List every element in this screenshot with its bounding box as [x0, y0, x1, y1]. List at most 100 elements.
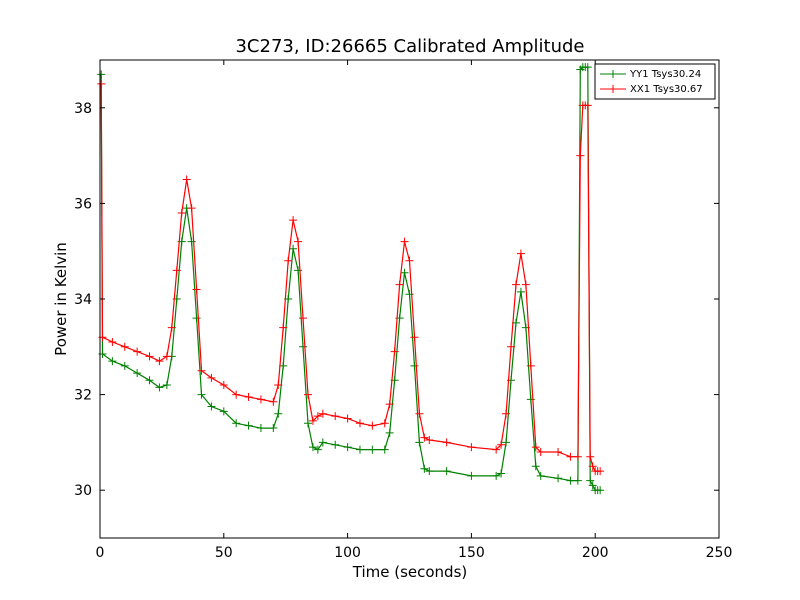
- data-point: [415, 409, 424, 418]
- data-point: [133, 347, 142, 356]
- data-point: [355, 445, 364, 454]
- data-point: [162, 352, 171, 361]
- data-point: [192, 314, 201, 323]
- y-axis-label: Power in Kelvin: [52, 242, 70, 356]
- data-point: [299, 342, 308, 351]
- data-point: [177, 208, 186, 217]
- data-point: [197, 366, 206, 375]
- axis-ticks: 0 50 100 150 200 250 30 32 34 36 38: [74, 60, 732, 561]
- data-point: [526, 395, 535, 404]
- data-point: [586, 476, 595, 485]
- data-point: [318, 409, 327, 418]
- data-point: [308, 443, 317, 452]
- data-point: [420, 464, 429, 473]
- legend-label-xx1: XX1 Tsys30.67: [630, 84, 703, 95]
- data-point: [385, 428, 394, 437]
- data-point: [133, 369, 142, 378]
- x-tick-label: 200: [582, 545, 609, 561]
- data-point: [425, 436, 434, 445]
- data-point: [576, 151, 585, 160]
- data-point: [269, 424, 278, 433]
- data-point: [596, 467, 605, 476]
- data-point: [279, 361, 288, 370]
- data-point: [521, 280, 530, 289]
- data-point: [274, 381, 283, 390]
- data-point: [120, 361, 129, 370]
- data-point: [395, 280, 404, 289]
- data-point: [331, 440, 340, 449]
- x-tick-label: 150: [458, 545, 485, 561]
- x-tick-label: 100: [334, 545, 361, 561]
- data-point: [331, 412, 340, 421]
- data-point: [313, 445, 322, 454]
- data-point: [244, 392, 253, 401]
- data-point: [368, 445, 377, 454]
- y-tick-label: 38: [74, 101, 92, 117]
- data-point: [197, 390, 206, 399]
- data-point: [294, 266, 303, 275]
- data-point: [162, 381, 171, 390]
- data-point: [586, 452, 595, 461]
- data-point: [566, 452, 575, 461]
- data-point: [410, 333, 419, 342]
- data-point: [492, 471, 501, 480]
- data-point: [294, 237, 303, 246]
- x-tick-label: 250: [706, 545, 733, 561]
- data-point: [531, 443, 540, 452]
- data-point: [289, 244, 298, 253]
- data-point: [502, 438, 511, 447]
- data-point: [573, 476, 582, 485]
- data-point: [155, 357, 164, 366]
- x-tick-label: 50: [215, 545, 233, 561]
- data-point: [97, 70, 106, 79]
- y-tick-label: 34: [74, 292, 92, 308]
- data-point: [566, 476, 575, 485]
- legend-marker-xx1: [609, 85, 617, 93]
- data-point: [554, 474, 563, 483]
- chart-title: 3C273, ID:26665 Calibrated Amplitude: [235, 36, 584, 57]
- data-point: [232, 419, 241, 428]
- data-point: [303, 390, 312, 399]
- y-tick-label: 32: [74, 388, 92, 404]
- data-point: [207, 373, 216, 382]
- data-point: [256, 424, 265, 433]
- data-point: [526, 361, 535, 370]
- data-point: [299, 314, 308, 323]
- x-tick-label: 0: [96, 545, 105, 561]
- data-point: [303, 419, 312, 428]
- data-point: [187, 204, 196, 213]
- data-point: [573, 452, 582, 461]
- data-point: [380, 419, 389, 428]
- data-point: [385, 400, 394, 409]
- data-point: [390, 347, 399, 356]
- data-point: [192, 285, 201, 294]
- legend-marker-yy1: [609, 70, 617, 78]
- data-point: [318, 438, 327, 447]
- data-point: [410, 361, 419, 370]
- data-point: [313, 412, 322, 421]
- data-point: [596, 486, 605, 495]
- data-point: [531, 462, 540, 471]
- data-point: [244, 421, 253, 430]
- data-point: [355, 419, 364, 428]
- data-point: [187, 237, 196, 246]
- data-point: [232, 390, 241, 399]
- series-1: [97, 79, 605, 476]
- data-point: [492, 445, 501, 454]
- data-point: [583, 101, 592, 110]
- data-point: [172, 266, 181, 275]
- data-point: [284, 256, 293, 265]
- data-point: [420, 433, 429, 442]
- data-point: [108, 357, 117, 366]
- data-point: [400, 237, 409, 246]
- data-point: [467, 471, 476, 480]
- data-point: [400, 268, 409, 277]
- data-point: [536, 447, 545, 456]
- data-point: [405, 256, 414, 265]
- data-point: [497, 469, 506, 478]
- data-point: [145, 352, 154, 361]
- data-point: [583, 63, 592, 72]
- data-point: [207, 402, 216, 411]
